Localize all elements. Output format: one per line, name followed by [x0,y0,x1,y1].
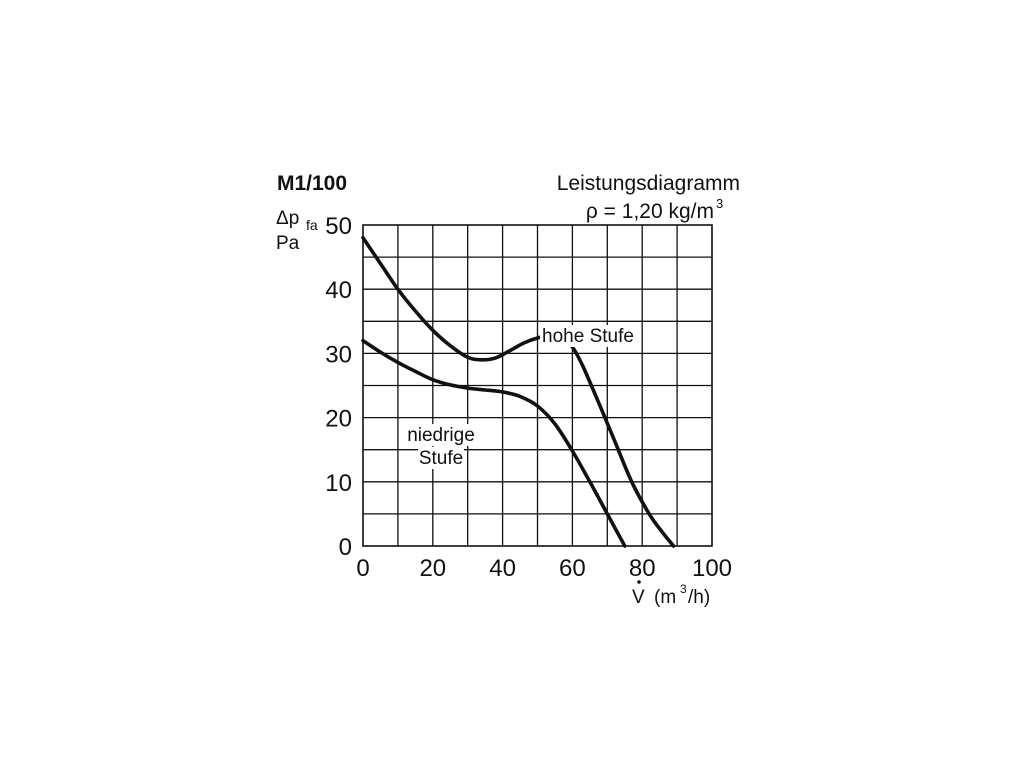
plot-frame [362,224,713,547]
x-axis-symbol: V [632,587,645,608]
y-tick-label: 40 [325,277,352,304]
x-axis-unit-post: /h) [688,587,710,608]
chart-subtitle: Leistungsdiagramm [557,172,740,195]
x-tick-label: 40 [489,555,516,582]
y-tick-label: 0 [339,534,352,561]
x-axis-title: V (m 3 /h) [632,580,710,608]
x-tick-label: 80 [629,555,656,582]
x-axis-unit-sup: 3 [680,582,687,596]
x-tick-label: 60 [559,555,586,582]
y-tick-label: 20 [325,406,352,433]
series-label-niedrige-stufe-line2: Stufe [419,448,463,469]
y-tick-label: 30 [325,341,352,368]
density-unit-sup: 3 [716,196,723,211]
series-label-niedrige-stufe-line1-background [405,424,477,446]
y-axis-symbol: Δp [276,208,299,229]
y-tick-label: 10 [325,470,352,497]
series-line-hohe-stufe [361,236,676,548]
x-tick-label: 100 [692,555,732,582]
series-line-niedrige-stufe [361,338,627,548]
chart-title: M1/100 [277,172,347,195]
series-label-niedrige-stufe-line2-background [418,447,464,469]
x-axis-unit-pre: (m [654,587,676,608]
chart-grid [363,225,712,546]
x-axis-symbol-dot [637,580,641,584]
series-label-niedrige-stufe-line1: niedrige [407,425,475,446]
tick-labels: 0 20 40 60 80 100 0 10 20 30 40 50 [325,213,732,582]
y-axis-subscript: fa [306,217,318,233]
y-axis-unit: Pa [276,233,300,254]
x-tick-label: 20 [419,555,446,582]
x-tick-label: 0 [356,555,369,582]
density-label: ρ = 1,20 kg/m [586,200,714,223]
density-text: ρ = 1,20 kg/m [586,200,714,223]
y-tick-label: 50 [325,213,352,240]
series-layer [361,236,676,548]
series-label-hohe-stufe-background [540,325,636,347]
series-label-hohe-stufe: hohe Stufe [542,326,634,347]
